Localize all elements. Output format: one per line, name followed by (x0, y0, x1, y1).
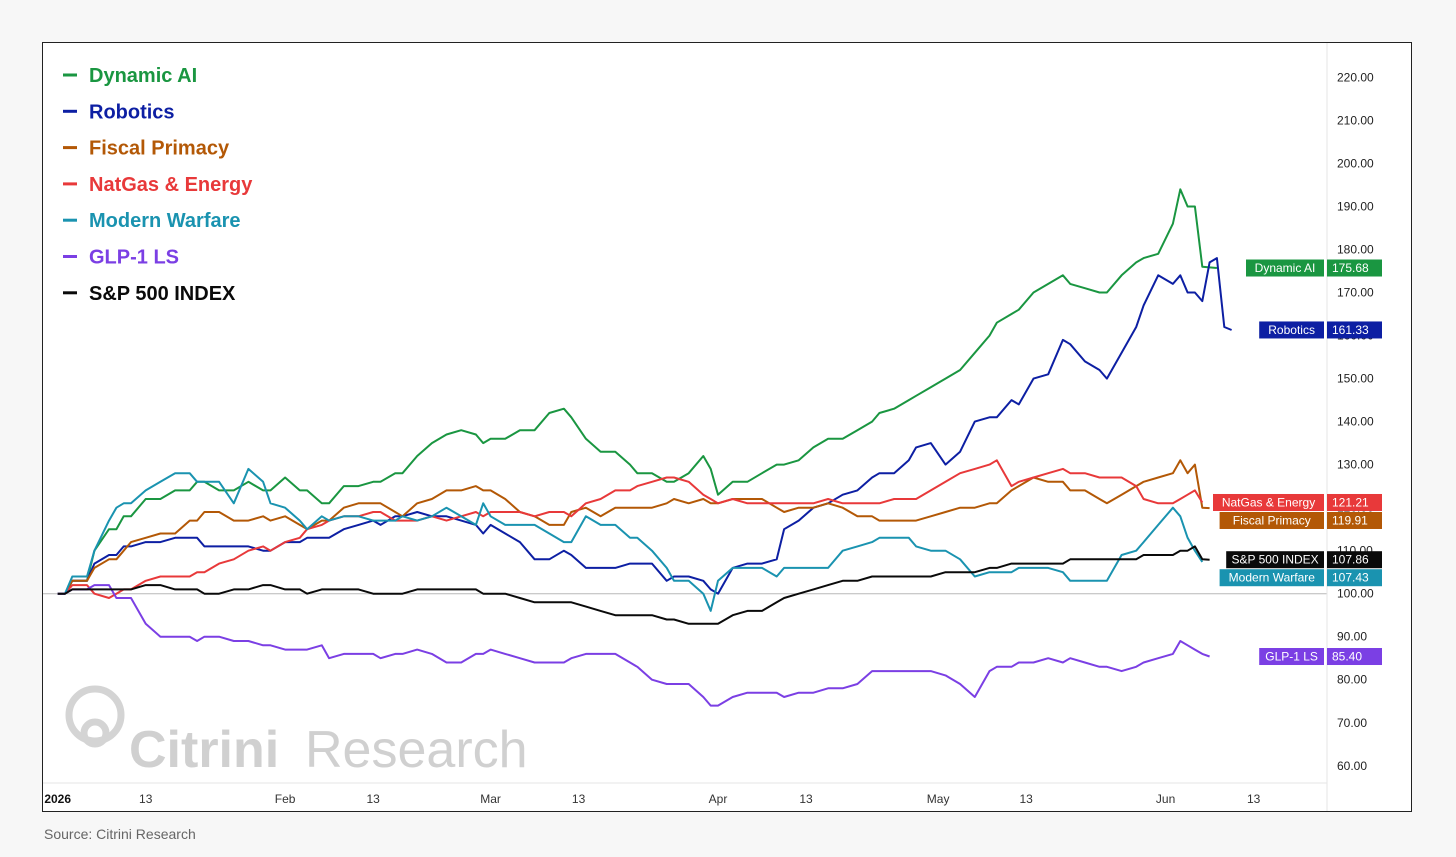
y-tick-label: 170.00 (1337, 286, 1374, 300)
y-tick-label: 190.00 (1337, 199, 1374, 213)
badge-fiscal-primacy: Fiscal Primacy 119.91 (1219, 511, 1382, 529)
badge-value-box (1327, 259, 1382, 277)
badge-value-label: 119.91 (1332, 513, 1368, 527)
x-tick-label: 13 (1019, 792, 1033, 806)
legend-label: Modern Warfare (89, 210, 241, 232)
series-layer (57, 188, 1232, 707)
badge-natgas-energy: NatGas & Energy 121.21 (1213, 493, 1382, 511)
watermark-logo (65, 685, 125, 748)
legend-item-dynamic-ai: Dynamic AI (63, 65, 197, 87)
badge-value-box (1327, 569, 1382, 587)
last-value-badges: Dynamic AI 175.68 Robotics 161.33 NatGas & E… (1213, 259, 1382, 666)
badge-name-box (1226, 551, 1324, 569)
series-line-glp-1-ls (57, 584, 1210, 707)
badge-value-box (1327, 551, 1382, 569)
y-tick-label: 60.00 (1337, 759, 1367, 773)
x-tick-label: 13 (139, 792, 153, 806)
badge-value-label: 107.43 (1332, 571, 1369, 585)
legend-label: Fiscal Primacy (89, 138, 230, 160)
y-tick-label: 70.00 (1337, 716, 1367, 730)
badge-name-label: NatGas & Energy (1222, 495, 1315, 509)
badge-name-label: Modern Warfare (1229, 571, 1316, 585)
badge-name-label: Fiscal Primacy (1233, 513, 1311, 527)
legend-item-natgas-energy: NatGas & Energy (63, 174, 253, 196)
badge-name-box (1246, 259, 1324, 277)
y-tick-label: 220.00 (1337, 70, 1374, 84)
legend-item-robotics: Robotics (63, 101, 175, 123)
badge-name-box (1219, 569, 1324, 587)
badge-value-label: 121.21 (1332, 495, 1369, 509)
watermark-text-citrini: Citrini (129, 721, 279, 779)
legend-label: GLP-1 LS (89, 247, 179, 269)
x-tick-label: 13 (366, 792, 380, 806)
series-line-dynamic-ai (57, 188, 1217, 595)
y-tick-label: 90.00 (1337, 630, 1367, 644)
x-tick-label: 13 (1247, 792, 1261, 806)
source-caption: Source: Citrini Research (44, 826, 196, 842)
series-line-s-p-500-index (57, 545, 1210, 625)
badge-s-p-500-index: S&P 500 INDEX 107.86 (1226, 551, 1382, 569)
legend: Dynamic AI Robotics Fiscal Primacy NatGas &… (63, 65, 253, 305)
badge-value-box (1327, 511, 1382, 529)
legend-label: Dynamic AI (89, 65, 197, 87)
chart-frame: Citrini Research 60.00 70.00 80.00 90.00 100… (42, 42, 1412, 812)
badge-name-box (1259, 648, 1324, 666)
series-line-fiscal-primacy (57, 459, 1210, 595)
badge-name-label: S&P 500 INDEX (1232, 553, 1319, 567)
badge-value-label: 175.68 (1332, 261, 1369, 275)
badge-value-label: 107.86 (1332, 553, 1369, 567)
badge-value-label: 161.33 (1332, 323, 1369, 337)
watermark: Citrini Research (65, 685, 528, 779)
badge-glp-1-ls: GLP-1 LS 85.40 (1259, 648, 1382, 666)
badge-value-box (1327, 321, 1382, 339)
x-tick-label: Mar (480, 792, 501, 806)
y-axis: 60.0070.0080.0090.00100.00110.00120.0013… (1326, 43, 1374, 811)
series-line-modern-warfare (57, 467, 1204, 612)
legend-label: NatGas & Energy (89, 174, 253, 196)
x-tick-label: Feb (275, 792, 296, 806)
y-tick-label: 180.00 (1337, 243, 1374, 257)
y-tick-label: 140.00 (1337, 415, 1374, 429)
badge-value-label: 85.40 (1332, 650, 1362, 664)
badge-name-box (1219, 511, 1324, 529)
line-chart: Citrini Research 60.00 70.00 80.00 90.00 100… (43, 43, 1382, 811)
legend-item-fiscal-primacy: Fiscal Primacy (63, 138, 230, 160)
legend-label: Robotics (89, 101, 175, 123)
y-tick-label: 80.00 (1337, 673, 1367, 687)
x-tick-label: 2026 (44, 792, 71, 806)
x-tick-label: Jun (1156, 792, 1175, 806)
badge-name-label: GLP-1 LS (1265, 650, 1318, 664)
badge-name-label: Dynamic AI (1255, 261, 1316, 275)
y-tick-label: 130.00 (1337, 458, 1374, 472)
series-line-robotics (57, 257, 1232, 595)
badge-value-box (1327, 493, 1382, 511)
series-line-natgas-energy (57, 459, 1204, 599)
legend-item-glp-1-ls: GLP-1 LS (63, 247, 179, 269)
legend-item-s-p-500-index: S&P 500 INDEX (63, 283, 236, 305)
y-tick-label: 200.00 (1337, 156, 1374, 170)
badge-value-box (1327, 648, 1382, 666)
x-tick-label: 13 (799, 792, 813, 806)
x-axis: 2026 13 Feb 13 Mar 13 Apr 13 May 13 Jun 13 (43, 782, 1327, 806)
y-tick-label: 100.00 (1337, 587, 1374, 601)
y-tick-label: 210.00 (1337, 113, 1374, 127)
legend-label: S&P 500 INDEX (89, 283, 236, 305)
y-tick-label: 150.00 (1337, 372, 1374, 386)
legend-item-modern-warfare: Modern Warfare (63, 210, 241, 232)
badge-modern-warfare: Modern Warfare 107.43 (1219, 569, 1382, 587)
watermark-text-research: Research (305, 721, 528, 779)
badge-name-box (1259, 321, 1324, 339)
badge-name-box (1213, 493, 1324, 511)
badge-dynamic-ai: Dynamic AI 175.68 (1246, 259, 1382, 277)
badge-robotics: Robotics 161.33 (1259, 321, 1382, 339)
x-tick-label: May (927, 792, 950, 806)
x-tick-label: Apr (709, 792, 728, 806)
x-tick-label: 13 (572, 792, 586, 806)
badge-name-label: Robotics (1268, 323, 1315, 337)
